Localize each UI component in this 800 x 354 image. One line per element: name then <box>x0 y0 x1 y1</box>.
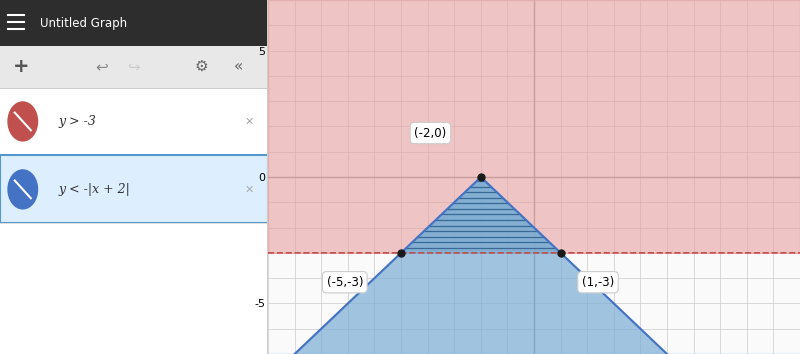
Text: ↪: ↪ <box>128 59 140 74</box>
Text: +: + <box>13 57 30 76</box>
FancyBboxPatch shape <box>0 0 268 46</box>
FancyBboxPatch shape <box>0 224 268 354</box>
Text: «: « <box>234 59 243 74</box>
Text: y > -3: y > -3 <box>59 115 97 128</box>
Text: ⚙: ⚙ <box>194 59 208 74</box>
FancyBboxPatch shape <box>0 154 268 155</box>
Text: ✕: ✕ <box>245 116 254 126</box>
Circle shape <box>8 170 38 209</box>
FancyBboxPatch shape <box>0 88 268 89</box>
Text: (-2,0): (-2,0) <box>414 126 446 139</box>
Text: ✕: ✕ <box>245 184 254 194</box>
Text: ↩: ↩ <box>95 59 108 74</box>
Text: (1,-3): (1,-3) <box>582 276 614 289</box>
Text: (-5,-3): (-5,-3) <box>326 276 363 289</box>
FancyBboxPatch shape <box>0 155 268 223</box>
Circle shape <box>8 102 38 141</box>
FancyBboxPatch shape <box>0 46 268 88</box>
FancyBboxPatch shape <box>266 0 268 354</box>
FancyBboxPatch shape <box>0 223 268 224</box>
Text: Untitled Graph: Untitled Graph <box>40 17 127 29</box>
Text: y < -|x + 2|: y < -|x + 2| <box>59 183 131 196</box>
FancyBboxPatch shape <box>0 89 268 154</box>
